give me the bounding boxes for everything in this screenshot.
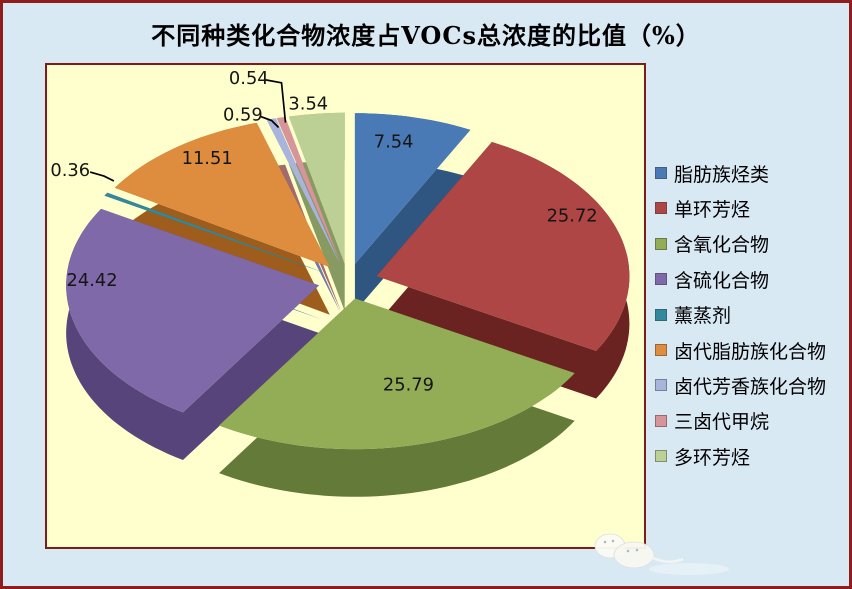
- pie-slice-monocyclic-aromatics: [376, 141, 630, 351]
- pie-slice-oxygenated-compounds: [219, 298, 575, 450]
- legend-swatch-halogenated-aromatics: [655, 379, 667, 392]
- legend-item-polycyclic-aromatics: 多环芳烃: [655, 444, 751, 469]
- pie-slice-fumigants: [104, 192, 323, 273]
- legend-label-halogenated-aliphatics: 卤代脂肪族化合物: [674, 340, 827, 363]
- pie-value-label-monocyclic-aromatics: 25.72: [547, 206, 598, 227]
- legend-swatch-sulfur-compounds: [655, 273, 667, 286]
- legend-swatch-halogenated-aliphatics: [655, 344, 667, 356]
- pie-slice-polycyclic-aromatics: [288, 112, 345, 264]
- pie-value-label-halogenated-aliphatics: 11.51: [182, 148, 233, 169]
- legend-swatch-polycyclic-aromatics: [655, 450, 667, 463]
- legend-swatch-oxygenated-compounds: [655, 237, 667, 250]
- label-leader-fumigants: [89, 171, 115, 182]
- pie-value-label-halogenated-aromatics: 0.59: [223, 105, 263, 126]
- label-leader-halogenated-aromatics: [260, 115, 280, 129]
- legend-item-halogenated-aliphatics: 卤代脂肪族化合物: [655, 338, 827, 363]
- legend-label-monocyclic-aromatics: 单环芳烃: [674, 198, 751, 221]
- legend-swatch-aliphatic-hydrocarbons: [655, 167, 667, 179]
- pie-value-label-aliphatic-hydrocarbons: 7.54: [374, 131, 414, 152]
- legend-label-trihalomethanes: 三卤代甲烷: [674, 411, 770, 434]
- plot-area: 7.54 25.72 25.79 24.42 0.36 11.51 0.59 0.54 3.54: [45, 63, 646, 549]
- pie-value-label-polycyclic-aromatics: 3.54: [288, 94, 328, 115]
- legend-swatch-monocyclic-aromatics: [655, 202, 667, 215]
- pie-slice-trihalomethanes: [276, 116, 341, 264]
- legend-item-sulfur-compounds: 含硫化合物: [655, 267, 770, 292]
- legend-item-oxygenated-compounds: 含氧化合物: [655, 232, 769, 256]
- legend-item-aliphatic-hydrocarbons: 脂肪族烃类: [655, 161, 770, 186]
- legend-label-fumigants: 薰蒸剂: [674, 305, 732, 328]
- chart-title: 不同种类化合物浓度占VOCs总浓度的比值（%）: [151, 21, 701, 50]
- legend-label-sulfur-compounds: 含硫化合物: [674, 269, 770, 292]
- pie-slice-halogenated-aromatics: [266, 118, 340, 265]
- legend-item-fumigants: 薰蒸剂: [655, 303, 731, 327]
- pie-slice-sulfur-compounds: [66, 208, 320, 413]
- pie-3d-chart: 7.54 25.72 25.79 24.42 0.36 11.51 0.59 0.54 3.54: [50, 68, 630, 497]
- pie-value-label-trihalomethanes: 0.54: [229, 68, 269, 89]
- pie-value-label-oxygenated-compounds: 25.79: [383, 374, 434, 395]
- legend-label-halogenated-aromatics: 卤代芳香族化合物: [674, 375, 827, 398]
- legend-label-polycyclic-aromatics: 多环芳烃: [674, 446, 751, 469]
- legend-item-trihalomethanes: 三卤代甲烷: [655, 409, 769, 433]
- pie-value-label-sulfur-compounds: 24.42: [67, 270, 118, 291]
- legend-label-aliphatic-hydrocarbons: 脂肪族烃类: [674, 163, 770, 186]
- pie-slice-halogenated-aliphatics: [114, 122, 330, 268]
- legend-label-oxygenated-compounds: 含氧化合物: [674, 234, 770, 257]
- pie-slice-aliphatic-hydrocarbons: [354, 113, 471, 264]
- pie-value-label-fumigants: 0.36: [50, 160, 90, 181]
- label-leader-trihalomethanes: [265, 79, 287, 123]
- legend-swatch-trihalomethanes: [655, 414, 667, 427]
- legend-item-monocyclic-aromatics: 单环芳烃: [655, 196, 751, 221]
- legend-swatch-fumigants: [655, 308, 667, 321]
- legend-item-halogenated-aromatics: 卤代芳香族化合物: [655, 373, 827, 398]
